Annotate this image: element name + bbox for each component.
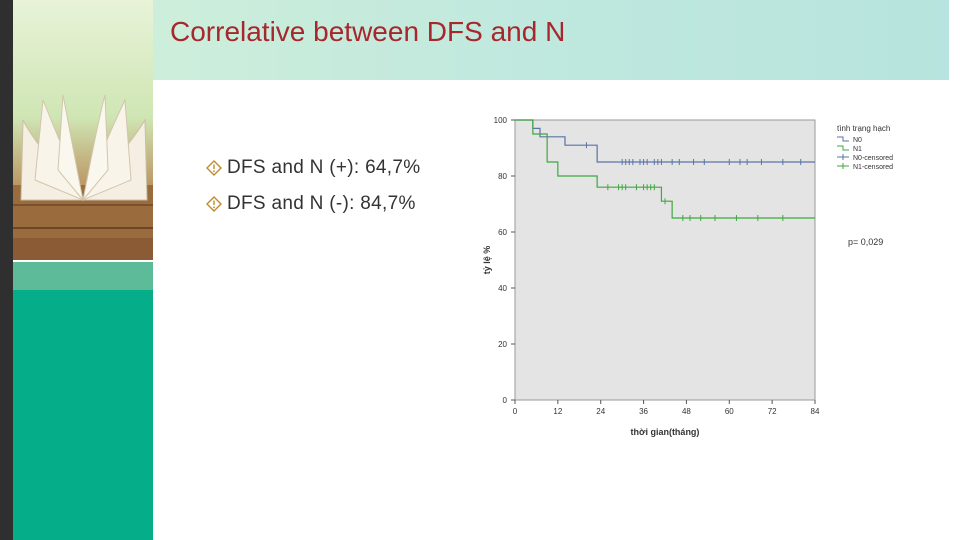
left-teal-panel [13,290,153,540]
y-tick-label: 0 [503,396,508,405]
legend-label: N0-censored [853,155,893,162]
x-axis-label: thời gian(tháng) [631,427,700,437]
book-photo [13,0,153,260]
x-tick-label: 0 [513,407,518,416]
header-right-strip [949,0,960,80]
y-tick-label: 100 [494,116,508,125]
left-teal-strip [13,262,153,290]
x-tick-label: 60 [725,407,734,416]
bullet-text: DFS and N (+): 64,7% [227,157,421,178]
bullet-list: DFS and N (+): 64,7% DFS and N (-): 84,7… [205,150,420,222]
y-tick-label: 20 [498,340,507,349]
legend-label: N1 [853,146,862,153]
y-tick-label: 80 [498,172,507,181]
diamond-bullet-icon [205,159,223,177]
legend-swatch [837,145,849,151]
legend-swatch [837,136,849,142]
bullet-text: DFS and N (-): 84,7% [227,193,416,214]
book-image [13,94,153,260]
survival-chart: 0 20 40 60 80 100 0 12 24 36 48 60 72 84 thời gian(thá… [470,115,915,460]
series-line-n1 [515,119,815,219]
x-tick-label: 24 [596,407,605,416]
header-bar [153,0,949,80]
x-tick-label: 48 [682,407,691,416]
legend-label: N1-censored [853,164,893,171]
x-tick-label: 72 [768,407,777,416]
left-edge-bar [0,0,13,540]
x-tick-label: 36 [639,407,648,416]
y-axis-label: tỷ lệ % [482,246,492,275]
survival-chart-svg: 0 20 40 60 80 100 0 12 24 36 48 60 72 84 thời gian(thá… [482,116,893,437]
bullet-item: DFS and N (-): 84,7% [205,186,420,222]
y-tick-label: 60 [498,228,507,237]
x-tick-label: 84 [811,407,820,416]
y-tick-label: 40 [498,284,507,293]
plot-area [514,119,816,401]
bullet-item: DFS and N (+): 64,7% [205,150,420,186]
legend-label: N0 [853,137,862,144]
diamond-bullet-icon [205,195,223,213]
slide-title: Correlative between DFS and N [170,16,566,47]
p-value-label: p= 0,029 [848,237,883,247]
x-tick-label: 12 [553,407,562,416]
legend-title: tình trạng hạch [837,124,890,133]
